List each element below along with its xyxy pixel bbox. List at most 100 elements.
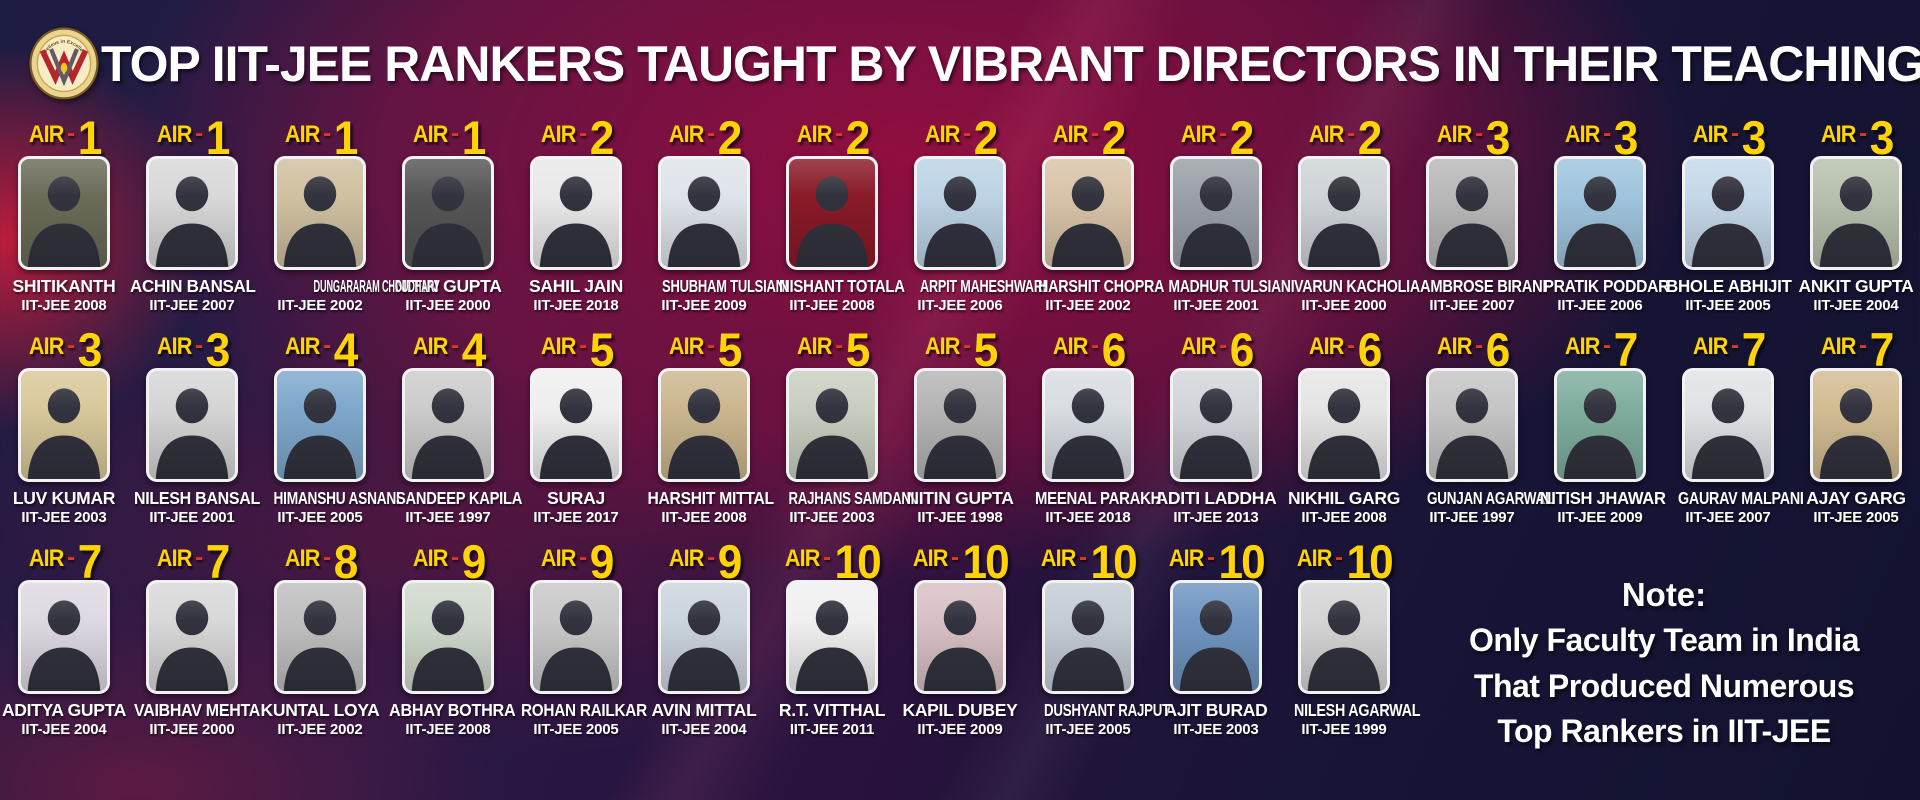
air-number: 3	[77, 322, 103, 376]
ranker-caption: DUNGARARAM CHOUDHARY IIT-JEE 2002	[256, 276, 439, 316]
note-heading: Note:	[1621, 576, 1707, 613]
portrait-silhouette-icon	[795, 388, 869, 480]
ranker-photo	[1810, 368, 1902, 483]
ranker-cell: AIR -3 ANKIT GUPTA IIT-JEE 2004	[1792, 104, 1920, 316]
ranker-exam-year: IIT-JEE 2008	[21, 297, 107, 315]
ranker-caption: VAIBHAV MEHTA IIT-JEE 2000	[128, 700, 260, 740]
air-prefix: AIR	[668, 121, 704, 149]
air-prefix: AIR	[28, 121, 64, 149]
air-number: 5	[973, 322, 999, 376]
ranker-cell: AIR -7 ADITYA GUPTA IIT-JEE 2004	[0, 528, 128, 740]
ranker-caption: NITISH JHAWAR IIT-JEE 2009	[1536, 488, 1666, 528]
air-dash: -	[195, 120, 204, 148]
air-rank-label: AIR -8	[283, 536, 359, 584]
air-prefix: AIR	[796, 333, 832, 361]
ranker-photo	[1042, 580, 1134, 695]
air-rank-label: AIR -2	[1307, 112, 1383, 160]
ranker-name: SAHIL JAIN	[529, 276, 623, 297]
ranker-cell: AIR -1 SHITIKANTH IIT-JEE 2008	[0, 104, 128, 316]
ranker-name: ADITI LADDHA	[1155, 488, 1277, 509]
air-prefix: AIR	[1168, 545, 1204, 573]
portrait-silhouette-icon	[1179, 600, 1253, 692]
ranker-exam-year: IIT-JEE 2009	[917, 721, 1003, 739]
air-prefix: AIR	[412, 121, 448, 149]
ranker-exam-year: IIT-JEE 2004	[1813, 297, 1899, 315]
ranker-name: MEENAL PARAKH	[1035, 488, 1162, 509]
air-rank-label: AIR -5	[795, 324, 871, 372]
air-number: 7	[205, 534, 231, 588]
ranker-cell: AIR -5 RAJHANS SAMDANI IIT-JEE 2003	[768, 316, 914, 528]
air-number: 7	[77, 534, 103, 588]
ranker-name: R.T. VITTHAL	[778, 700, 886, 721]
ranker-photo	[658, 580, 750, 695]
ranker-caption: NITIN GUPTA IIT-JEE 1998	[896, 488, 1024, 528]
ranker-exam-year: IIT-JEE 2000	[405, 297, 491, 315]
ranker-name: DUSHYANT RAJPUT	[1044, 700, 1170, 721]
air-prefix: AIR	[1820, 333, 1856, 361]
ranker-exam-year: IIT-JEE 2005	[533, 721, 619, 739]
portrait-silhouette-icon	[795, 600, 869, 692]
ranker-cell: AIR -10 KAPIL DUBEY IIT-JEE 2009	[896, 528, 1024, 740]
air-dash: -	[323, 544, 332, 572]
air-number: 1	[77, 110, 103, 164]
ranker-photo	[1426, 156, 1518, 271]
ranker-name: HARSHIT MITTAL	[647, 488, 774, 509]
air-rank-label: AIR -3	[1563, 112, 1639, 160]
ranker-photo	[786, 156, 878, 271]
ranker-cell: AIR -2 VARUN KACHOLIA IIT-JEE 2000	[1280, 104, 1420, 316]
ranker-name: MADHUR TULSIANI	[1168, 276, 1295, 297]
air-rank-label: AIR -2	[1051, 112, 1127, 160]
ranker-photo	[1682, 368, 1774, 483]
ranker-name: NITIN GUPTA	[394, 276, 502, 297]
portrait-silhouette-icon	[283, 600, 357, 692]
ranker-exam-year: IIT-JEE 2008	[789, 297, 875, 315]
ranker-cell: AIR -6 NIKHIL GARG IIT-JEE 2008	[1280, 316, 1408, 528]
air-dash: -	[1603, 120, 1612, 148]
air-number: 4	[461, 322, 487, 376]
air-rank-label: AIR -2	[923, 112, 999, 160]
ranker-photo	[658, 156, 750, 271]
ranker-caption: BHOLE ABHIJIT IIT-JEE 2005	[1664, 276, 1792, 316]
air-dash: -	[707, 544, 716, 572]
portrait-silhouette-icon	[27, 388, 101, 480]
air-number: 1	[461, 110, 487, 164]
ranker-photo	[1042, 156, 1134, 271]
air-rank-label: AIR -6	[1307, 324, 1383, 372]
ranker-photo	[1170, 156, 1262, 271]
air-dash: -	[579, 332, 588, 360]
ranker-caption: RAJHANS SAMDANI IIT-JEE 2003	[768, 488, 914, 528]
portrait-silhouette-icon	[411, 600, 485, 692]
ranker-photo	[402, 156, 494, 271]
ranker-cell: AIR -3 PRATIK PODDAR IIT-JEE 2006	[1536, 104, 1669, 316]
ranker-name: NILESH BANSAL	[134, 488, 261, 509]
air-prefix: AIR	[28, 545, 64, 573]
ranker-exam-year: IIT-JEE 2008	[405, 721, 491, 739]
ranker-photo	[1298, 580, 1390, 695]
ranker-caption: GAURAV MALPANI IIT-JEE 2007	[1664, 488, 1804, 528]
ranker-caption: NISHANT TOTALA IIT-JEE 2008	[768, 276, 905, 316]
air-dash: -	[323, 120, 332, 148]
ranker-exam-year: IIT-JEE 2007	[1685, 509, 1771, 527]
ranker-caption: HARSHIT CHOPRA IIT-JEE 2002	[1024, 276, 1164, 316]
air-prefix: AIR	[540, 333, 576, 361]
air-number: 2	[1357, 110, 1383, 164]
air-prefix: AIR	[1436, 333, 1472, 361]
portrait-silhouette-icon	[283, 176, 357, 268]
air-prefix: AIR	[784, 545, 820, 573]
air-number: 3	[205, 322, 231, 376]
ranker-name: AVIN MITTAL	[651, 700, 757, 721]
ranker-caption: AMBROSE BIRANI IIT-JEE 2007	[1408, 276, 1547, 316]
ranker-cell: AIR -8 KUNTAL LOYA IIT-JEE 2002	[256, 528, 384, 740]
air-rank-label: AIR -7	[1819, 324, 1895, 372]
air-prefix: AIR	[1692, 121, 1728, 149]
ranker-photo	[402, 368, 494, 483]
ranker-name: ARPIT MAHESHWARI	[920, 276, 1047, 297]
air-prefix: AIR	[1564, 121, 1600, 149]
portrait-silhouette-icon	[283, 388, 357, 480]
air-dash: -	[835, 120, 844, 148]
ranker-name: ABHAY BOTHRA	[389, 700, 516, 721]
ranker-exam-year: IIT-JEE 2008	[661, 509, 747, 527]
ranker-caption: R.T. VITTHAL IIT-JEE 2011	[768, 700, 896, 740]
ranker-exam-year: IIT-JEE 1998	[917, 509, 1003, 527]
air-dash: -	[1207, 544, 1216, 572]
